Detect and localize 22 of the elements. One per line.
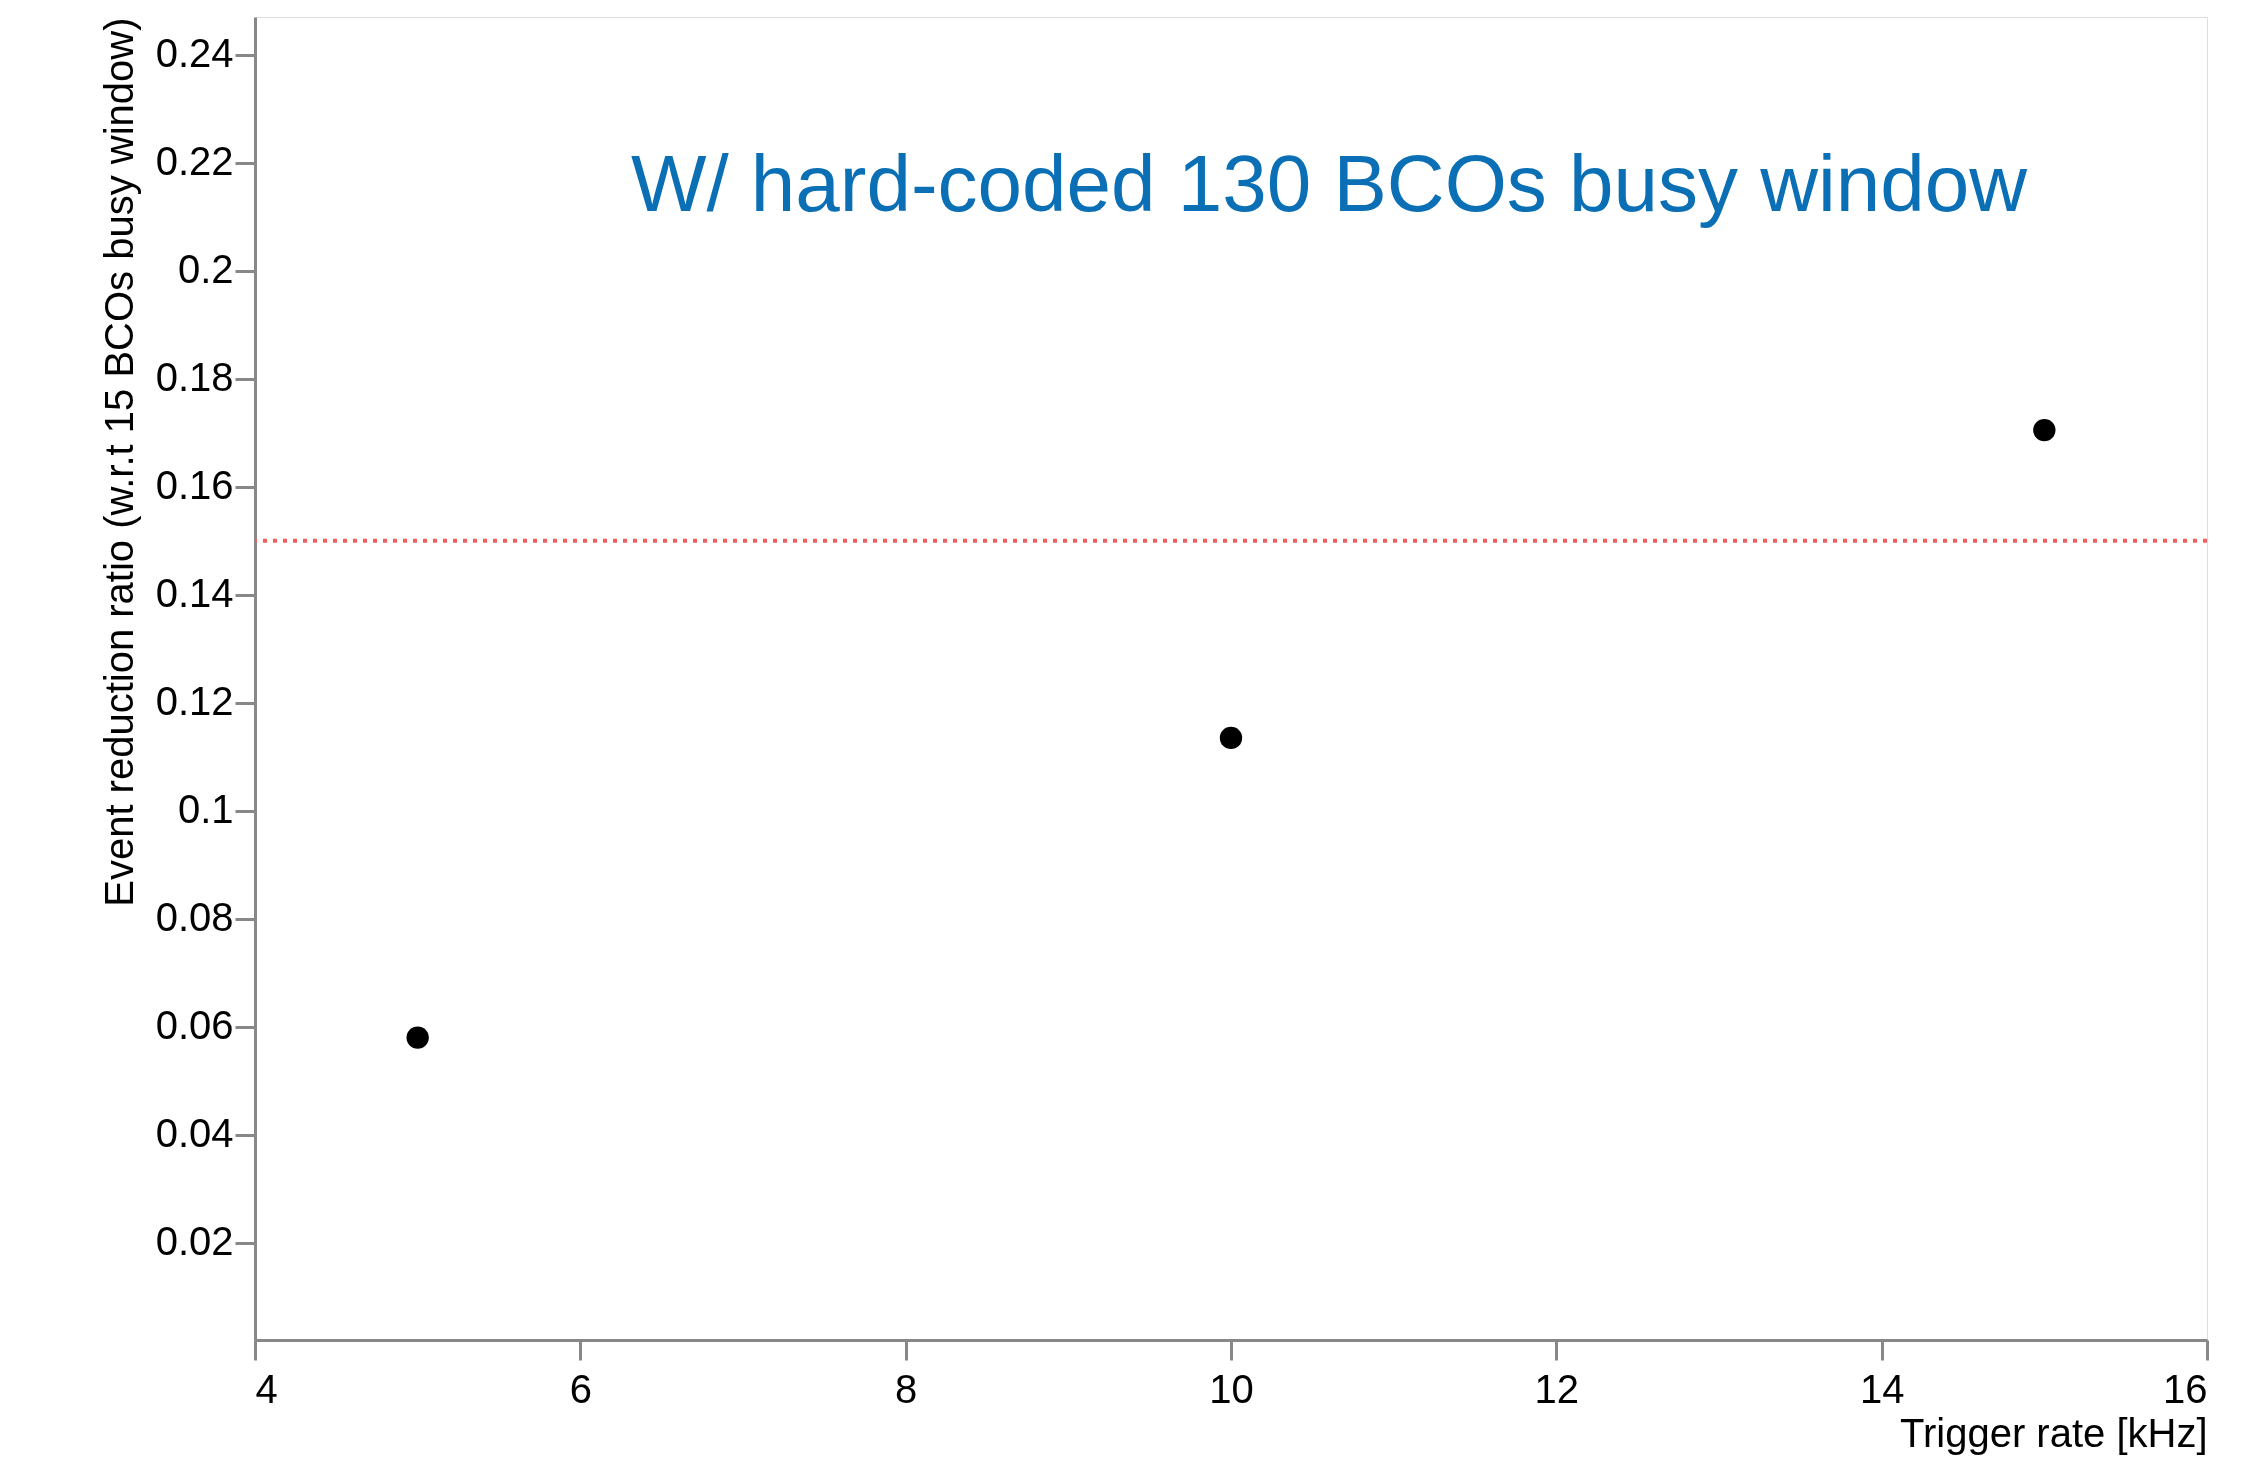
- y-tick-label: 0.24: [155, 31, 234, 76]
- x-tick-label: 4: [255, 1366, 278, 1411]
- y-tick-label: 0.12: [155, 679, 234, 724]
- y-tick-label: 0.18: [155, 355, 234, 400]
- y-tick-label: 0.16: [155, 463, 234, 508]
- y-tick-label: 0.2: [177, 247, 234, 292]
- x-tick-label: 16: [2163, 1366, 2208, 1411]
- x-tick-label: 6: [569, 1366, 592, 1411]
- y-tick-label: 0.1: [177, 787, 234, 832]
- x-tick-label: 8: [895, 1366, 918, 1411]
- x-tick-label: 12: [1534, 1366, 1580, 1411]
- x-tick-label: 14: [1859, 1366, 1905, 1411]
- x-tick-label: 10: [1209, 1366, 1254, 1411]
- y-tick-label: 0.04: [155, 1111, 234, 1156]
- x-axis-title: Trigger rate [kHz]: [1900, 1410, 2208, 1455]
- y-tick-label: 0.08: [155, 895, 234, 940]
- y-axis-title: Event reduction ratio (w.r.t 15 BCOs busy window): [96, 17, 141, 907]
- y-tick-label: 0.06: [155, 1003, 234, 1048]
- y-tick-label: 0.14: [155, 571, 234, 616]
- annotation: W/ hard-coded 130 BCOs busy window: [630, 139, 2028, 228]
- y-tick-label: 0.22: [155, 139, 234, 184]
- y-tick-label: 0.02: [155, 1219, 234, 1264]
